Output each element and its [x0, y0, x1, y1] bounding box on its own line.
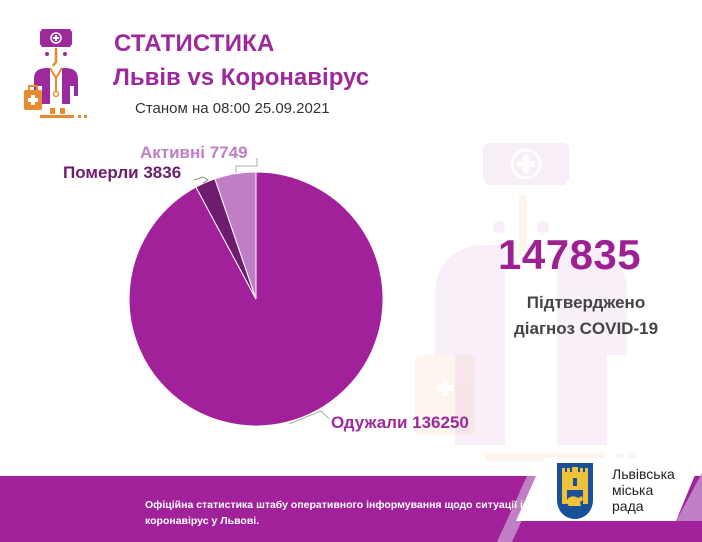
footer-text: Офіційна статистика штабу оперативного і… — [145, 497, 525, 529]
doctor-icon — [24, 29, 87, 118]
slice-active[interactable] — [214, 171, 257, 300]
label-recovered: Одужали 136250 — [331, 413, 469, 432]
total-caption: Підтверджено діагноз COVID-19 — [496, 290, 676, 342]
lviv-coat-of-arms-icon[interactable] — [556, 462, 594, 520]
leader-dead — [193, 176, 209, 184]
total-caption-line2: діагноз COVID-19 — [513, 319, 659, 338]
total-caption-line1: Підтверджено — [526, 293, 646, 312]
footer-text-line2: коронавірус у Львові. — [145, 515, 260, 527]
date-label: Станом на 08:00 25.09.2021 — [135, 100, 330, 117]
doctor-watermark-icon — [415, 143, 637, 461]
footer-text-line1: Офіційна статистика штабу оперативного і… — [145, 499, 525, 511]
council-line2: міська — [612, 482, 654, 498]
council-line1: Львівська — [612, 466, 675, 482]
page-title: СТАТИСТИКА — [114, 30, 275, 57]
page-subtitle: Львів vs Коронавірус — [113, 64, 370, 91]
leader-recovered — [288, 410, 330, 425]
city-council-name: Львівська міська рада — [612, 466, 675, 514]
label-dead: Померли 3836 — [63, 163, 182, 182]
council-line3: рада — [612, 498, 644, 514]
pie-chart — [128, 158, 384, 427]
total-cases: 147835 — [498, 231, 642, 278]
label-active: Активні 7749 — [140, 143, 248, 162]
leader-active — [235, 158, 258, 173]
